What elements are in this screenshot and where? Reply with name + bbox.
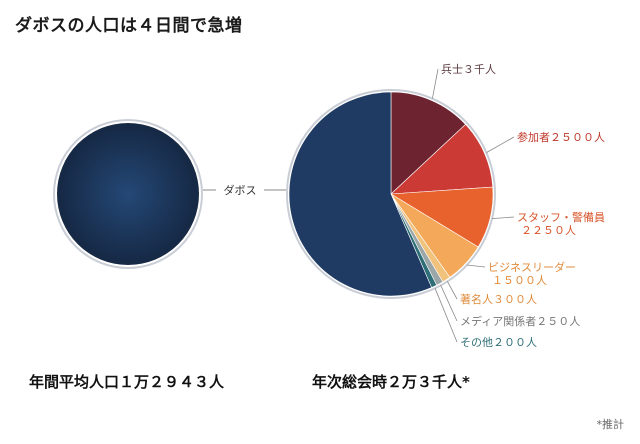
right-pie-leader-4 (447, 281, 458, 300)
right-pie-label-6: その他２００人 (460, 336, 537, 349)
right-pie-leader-6 (434, 288, 458, 343)
page-title: ダボスの人口は４日間で急増 (15, 16, 243, 36)
right-pie-leader-0 (432, 68, 439, 99)
right-pie-label-5: メディア関係者２５０人 (460, 314, 580, 328)
right-pie-label-4: 著名人３００人 (460, 292, 537, 306)
center-label-davos: ダボス (224, 183, 257, 197)
right-pie-label-3: ビジネスリーダー１５００人 (488, 260, 576, 287)
footnote: *推計 (596, 418, 625, 431)
right-pie-label-0: 兵士３千人 (441, 63, 496, 76)
right-pie-ring (286, 89, 496, 299)
right-pie-label-1: 参加者２５００人 (517, 130, 605, 144)
right-pie-slice-7 (288, 91, 433, 297)
right-pie-leader-1 (486, 136, 515, 153)
right-caption: 年次総会時２万３千人* (312, 373, 470, 391)
left-caption: 年間平均人口１万２９４３人 (29, 373, 225, 391)
right-pie-leader-3 (466, 264, 486, 268)
right-pie-slice-1 (390, 123, 494, 195)
left-pie-slice-davos (57, 123, 199, 265)
right-pie-leader-5 (440, 285, 458, 322)
right-pie-label-2: スタッフ・警備員２２５０人 (517, 210, 605, 237)
right-pie-slice-0 (390, 91, 466, 195)
left-pie-ring (53, 119, 203, 269)
right-pie-leader-2 (491, 216, 515, 219)
